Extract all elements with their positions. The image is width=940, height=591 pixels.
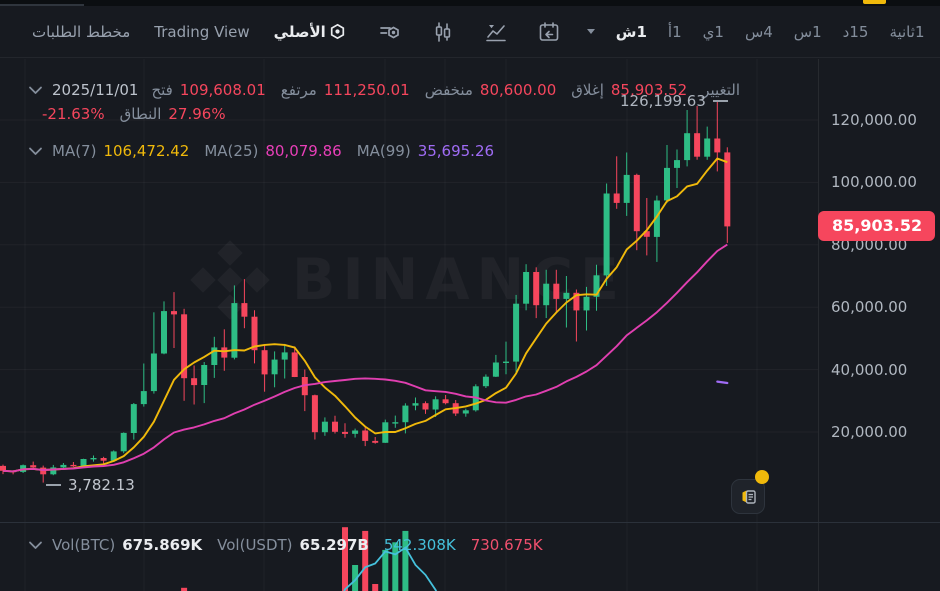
volume-ma-value-1: 542.308K [383,536,456,554]
notification-dot[interactable] [755,470,769,484]
ohlc-label: فتح [151,81,173,99]
ohlc-collapse-chevron[interactable] [28,85,43,96]
line-chart-style-icon[interactable] [484,20,508,44]
active-tab-indicator [863,0,886,4]
toolbar-icon-group [378,20,561,44]
calendar-icon[interactable] [537,20,561,44]
top-strip [0,0,940,6]
news-doc-icon [742,490,756,504]
candlestick-style-icon[interactable] [431,20,455,44]
ma-label: MA(99) [356,142,411,160]
volume-value: 675.869K [122,536,203,554]
volume-pane-divider[interactable] [0,522,940,523]
price-axis-border [818,59,819,591]
interval-1ش[interactable]: 1ش [615,22,647,41]
tab-original-chart[interactable]: الأصلي [274,23,346,41]
ma-value: 106,472.42 [103,142,190,160]
interval-selector: 1ثانية 15د 1س 4س 1ي 1أ 1ش [586,22,925,41]
ma-value: 80,079.86 [265,142,342,160]
volume-value: 65.297B [299,536,369,554]
low-marker-dash [46,483,61,486]
ma-collapse-chevron[interactable] [28,146,43,157]
top-tab-underline [0,4,84,6]
ohlc-label: إغلاق [571,81,604,99]
axis-tick-label: 40,000.00 [831,360,908,379]
ohlc-value: 111,250.01 [323,81,410,99]
low-price-label: 3,782.13 [68,475,135,494]
high-price-label: 126,199.63 [620,91,706,110]
high-marker-dash [712,99,728,102]
ma-label: MA(25) [204,142,259,160]
ma-value: 35,695.26 [417,142,495,160]
axis-tick-label: 120,000.00 [831,111,917,129]
volume-label: Vol(USDT) [217,536,293,554]
volume-info-row: Vol(BTC) 675.869K Vol(USDT) 65.297B 542.308K… [28,536,558,554]
indicators-icon[interactable] [378,20,402,44]
tab-trading-view[interactable]: Trading View [154,22,250,41]
tab-order-book-chart[interactable]: مخطط الطلبات [32,22,131,41]
tab-original-label: الأصلي [273,22,326,41]
ohlc-value: 85,903.52 [610,81,688,99]
change-label: التغيير [702,81,741,99]
ohlc-info-row: 2025/11/01 فتح 109,608.01 مرتفع 111,250.01 من… [28,81,747,99]
interval-15د[interactable]: 15د [842,22,869,41]
interval-dropdown-caret[interactable] [586,29,595,34]
high-price-marker: 126,199.63 [620,92,728,110]
candle-date: 2025/11/01 [52,81,139,99]
volume-label: Vol(BTC) [52,536,116,554]
range-value: 27.96% [168,105,226,123]
volume-ma-value-2: 730.675K [470,536,543,554]
last-price-badge: 85,903.52 [818,211,935,242]
interval-1ثانية[interactable]: 1ثانية [889,22,925,41]
chart-toolbar: مخطط الطلبات Trading View الأصلي [0,6,940,58]
change-info-row: -21.63% النطاق 27.96% [42,105,241,123]
ohlc-value: 109,608.01 [179,81,266,99]
interval-1س[interactable]: 1س [793,22,822,41]
axis-tick-label: 100,000.00 [831,173,917,192]
interval-4س[interactable]: 4س [744,22,773,41]
change-value: -21.63% [42,105,105,123]
range-label: النطاق [119,105,162,123]
ohlc-label: منخفض [424,81,473,99]
ohlc-label: مرتفع [280,81,317,99]
volume-collapse-chevron[interactable] [28,540,43,551]
axis-tick-label: 20,000.00 [831,423,908,441]
ma-label: MA(7) [52,142,97,160]
low-price-marker: 3,782.13 [46,476,135,494]
news-widget-button[interactable] [731,479,765,514]
axis-tick-label: 60,000.00 [831,298,908,317]
ma-indicator-row: MA(7) 106,472.42 MA(25) 80,079.86 MA(99) 35,6… [28,142,509,160]
original-chart-icon [330,23,344,40]
interval-1ي[interactable]: 1ي [702,22,724,41]
ohlc-value: 80,600.00 [479,81,557,99]
interval-1أ[interactable]: 1أ [667,22,682,41]
